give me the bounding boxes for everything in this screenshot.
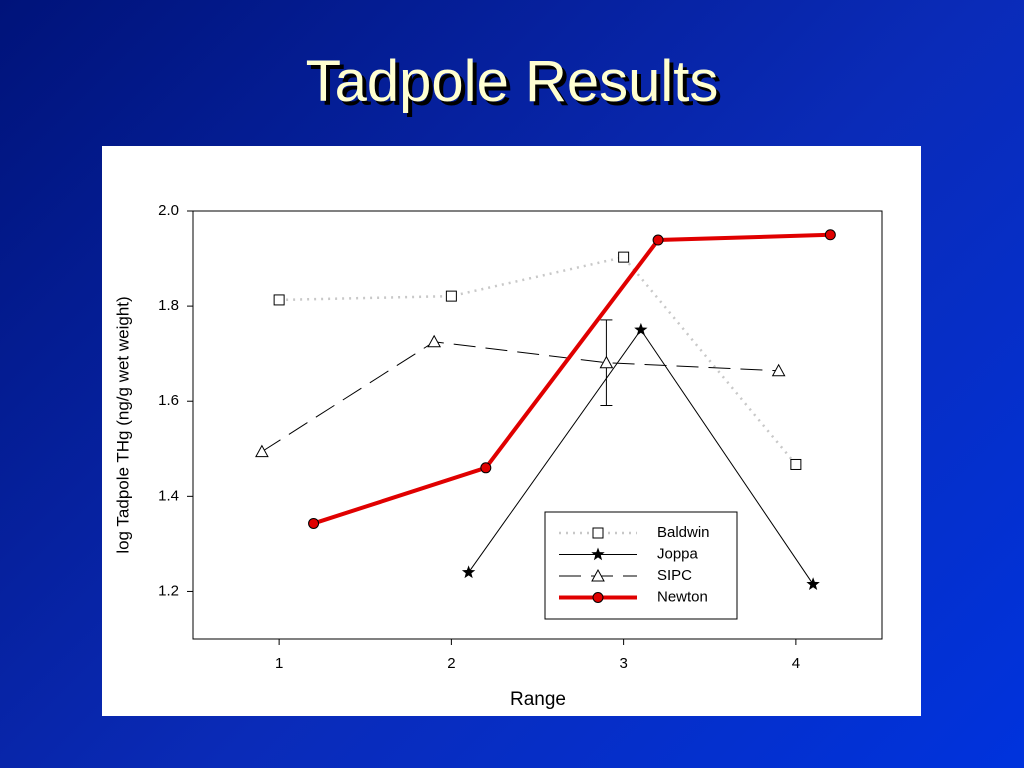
chart: Range log Tadpole THg (ng/g wet weight) … <box>102 146 921 716</box>
x-tick-label: 2 <box>447 655 455 672</box>
marker-triangle <box>255 444 269 458</box>
series-line <box>279 255 797 466</box>
marker-circle <box>592 592 604 603</box>
marker-star <box>461 565 476 579</box>
marker-triangle <box>771 363 786 377</box>
marker-circle <box>824 229 836 241</box>
marker-square <box>790 458 802 470</box>
legend-label: Joppa <box>657 545 699 562</box>
y-tick-label: 2.0 <box>158 202 179 219</box>
y-tick-label: 1.2 <box>158 582 179 599</box>
marker-circle <box>480 462 492 474</box>
marker-square <box>273 294 285 306</box>
marker-triangle <box>591 568 605 582</box>
y-tick-label: 1.6 <box>158 392 179 409</box>
legend-label: Newton <box>657 588 708 605</box>
series-line <box>312 232 831 526</box>
x-tick-label: 1 <box>275 655 283 672</box>
y-tick-label: 1.8 <box>158 297 179 314</box>
marker-triangle <box>599 355 614 369</box>
x-axis-label: Range <box>510 689 566 710</box>
series-line <box>261 341 779 453</box>
x-tick-label: 3 <box>619 655 627 672</box>
x-tick-label: 4 <box>792 655 800 672</box>
marker-square <box>445 290 457 302</box>
marker-square <box>618 251 630 263</box>
marker-star <box>634 322 648 336</box>
legend-label: Baldwin <box>657 524 710 541</box>
marker-circle <box>652 234 664 246</box>
marker-circle <box>308 517 320 529</box>
plot-frame <box>192 210 883 640</box>
legend-box <box>544 511 738 620</box>
slide-title: Tadpole Results <box>305 49 719 114</box>
y-axis-label: log Tadpole THg (ng/g wet weight) <box>113 296 132 553</box>
legend-label: SIPC <box>657 567 692 584</box>
marker-triangle <box>427 334 441 348</box>
marker-star <box>591 547 605 561</box>
marker-star <box>806 577 820 590</box>
y-tick-label: 1.4 <box>158 487 179 504</box>
marker-square <box>592 527 604 539</box>
